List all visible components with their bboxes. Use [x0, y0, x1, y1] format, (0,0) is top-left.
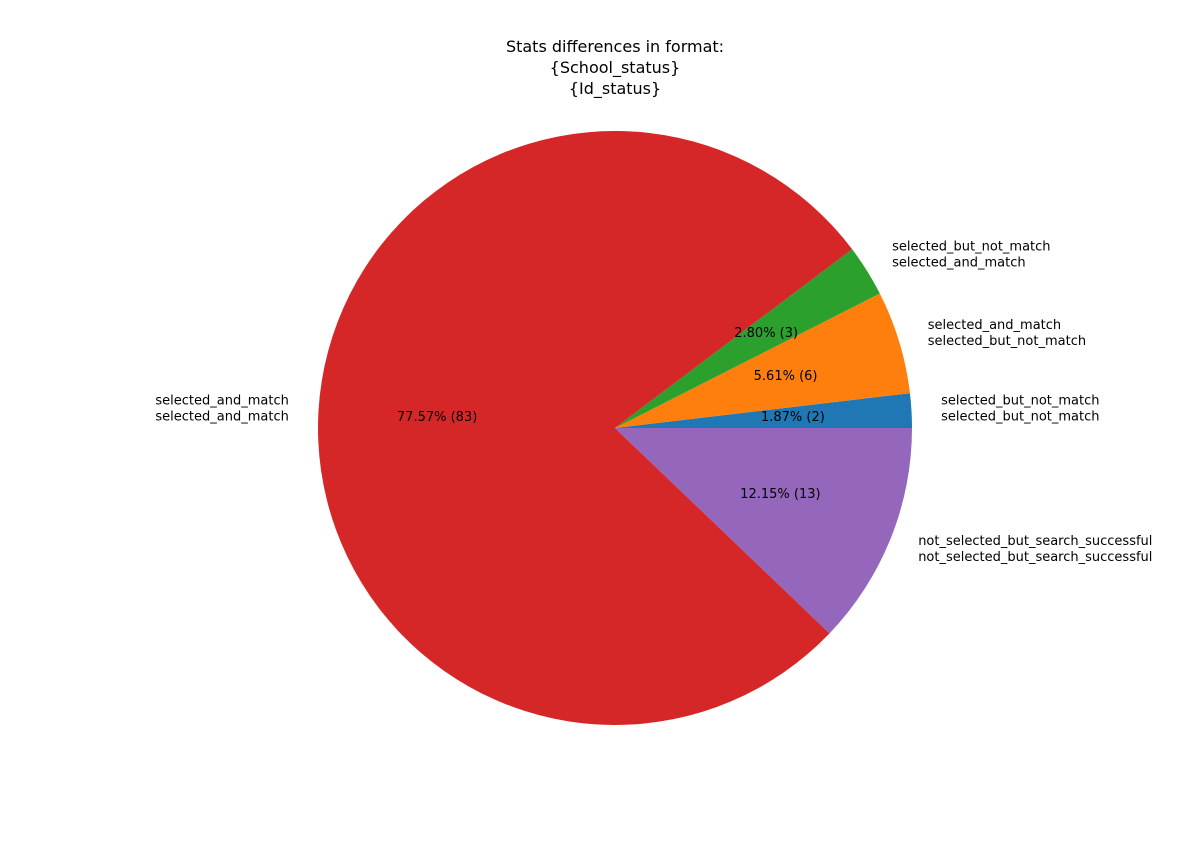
chart-title-text: Stats differences in format: {School_stat…	[506, 37, 724, 99]
pie-slice	[318, 130, 853, 725]
pie-category-label-line: selected_but_not_match	[892, 240, 1050, 255]
pie-category-label: selected_but_not_match selected_and_match	[892, 240, 1050, 271]
pie-category-label: not_selected_but_search_successful not_se…	[918, 534, 1152, 565]
pie-category-label: selected_and_match selected_but_not_match	[928, 318, 1086, 349]
pie-category-label-line: selected_but_not_match	[941, 393, 1099, 408]
pie-slice	[615, 428, 912, 634]
pie-category-labels: selected_but_not_match selected_but_not_m…	[155, 240, 1152, 566]
chart-title-line: Stats differences in format:	[506, 37, 724, 56]
chart-title-line: {Id_status}	[569, 79, 661, 99]
pie-slice	[615, 393, 912, 428]
pie-percent-labels: 1.87% (2) 5.61% (6) 2.80% (3) 77.57% (83) 12…	[397, 326, 825, 502]
pie-category-label-line: not_selected_but_search_successful	[918, 550, 1152, 565]
pie-category-label-line: not_selected_but_search_successful	[918, 534, 1152, 549]
chart-title-line: {School_status}	[550, 58, 681, 78]
pie-category-label: selected_but_not_match selected_but_not_m…	[941, 393, 1099, 424]
pie-category-label: selected_and_match selected_and_match	[155, 393, 288, 424]
pie-category-label-line: selected_and_match	[928, 318, 1061, 333]
pie-percent-label: 2.80% (3)	[734, 326, 798, 341]
pie-percent-label: 12.15% (13)	[740, 487, 820, 502]
pie-percent-label: 5.61% (6)	[754, 369, 818, 384]
pie-category-label-line: selected_and_match	[155, 393, 288, 408]
pie-percent-label: 1.87% (2)	[761, 410, 825, 425]
pie-slice	[615, 293, 910, 428]
pie-category-label-line: selected_and_match	[892, 256, 1025, 271]
chart-title: Stats differences in format: {School_stat…	[506, 37, 724, 99]
pie-percent-label: 77.57% (83)	[397, 410, 477, 425]
pie-slices	[318, 130, 912, 725]
pie-slice	[615, 249, 880, 428]
pie-category-label-line: selected_but_not_match	[928, 334, 1086, 349]
pie-category-label-line: selected_and_match	[155, 409, 288, 424]
pie-category-label-line: selected_but_not_match	[941, 409, 1099, 424]
